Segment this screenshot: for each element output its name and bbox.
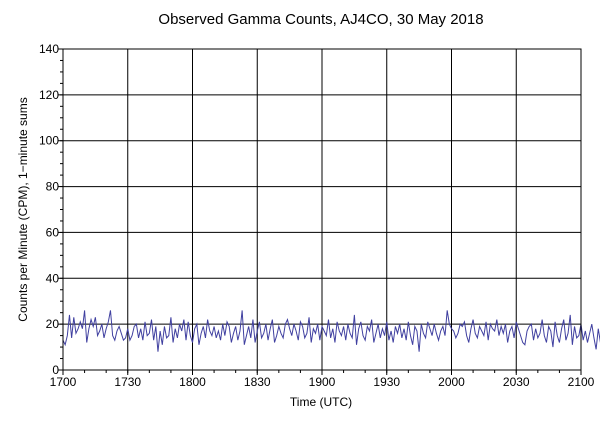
y-tick-label: 80 [46, 180, 60, 194]
y-tick-label: 140 [39, 42, 59, 56]
y-tick-label: 0 [52, 363, 59, 377]
x-tick-label: 1800 [179, 375, 206, 389]
x-tick-label: 1730 [114, 375, 141, 389]
grid [62, 48, 582, 371]
plot-frame [62, 48, 582, 371]
x-tick-label: 1930 [373, 375, 400, 389]
x-tick-label: 2100 [568, 375, 595, 389]
y-tick-label: 60 [46, 225, 60, 239]
y-tick-label: 20 [46, 317, 60, 331]
x-tick-label: 2030 [503, 375, 530, 389]
y-tick-label: 100 [39, 134, 59, 148]
y-tick-label: 40 [46, 271, 60, 285]
x-axis-label: Time (UTC) [290, 395, 352, 409]
chart-title: Observed Gamma Counts, AJ4CO, 30 May 201… [158, 11, 483, 28]
x-tick-label: 1700 [50, 375, 77, 389]
x-axis: 1700 1730 1800 1830 1900 1930 2000 2030 2100 [50, 370, 595, 389]
y-axis-label: Counts per Minute (CPM), 1−minute sums [16, 97, 30, 321]
x-tick-label: 1830 [244, 375, 271, 389]
x-tick-label: 2000 [438, 375, 465, 389]
gamma-count-line [62, 310, 600, 352]
y-tick-label: 120 [39, 88, 59, 102]
y-axis: 0 20 40 60 80 100 120 140 [39, 42, 63, 377]
x-tick-label: 1900 [309, 375, 336, 389]
